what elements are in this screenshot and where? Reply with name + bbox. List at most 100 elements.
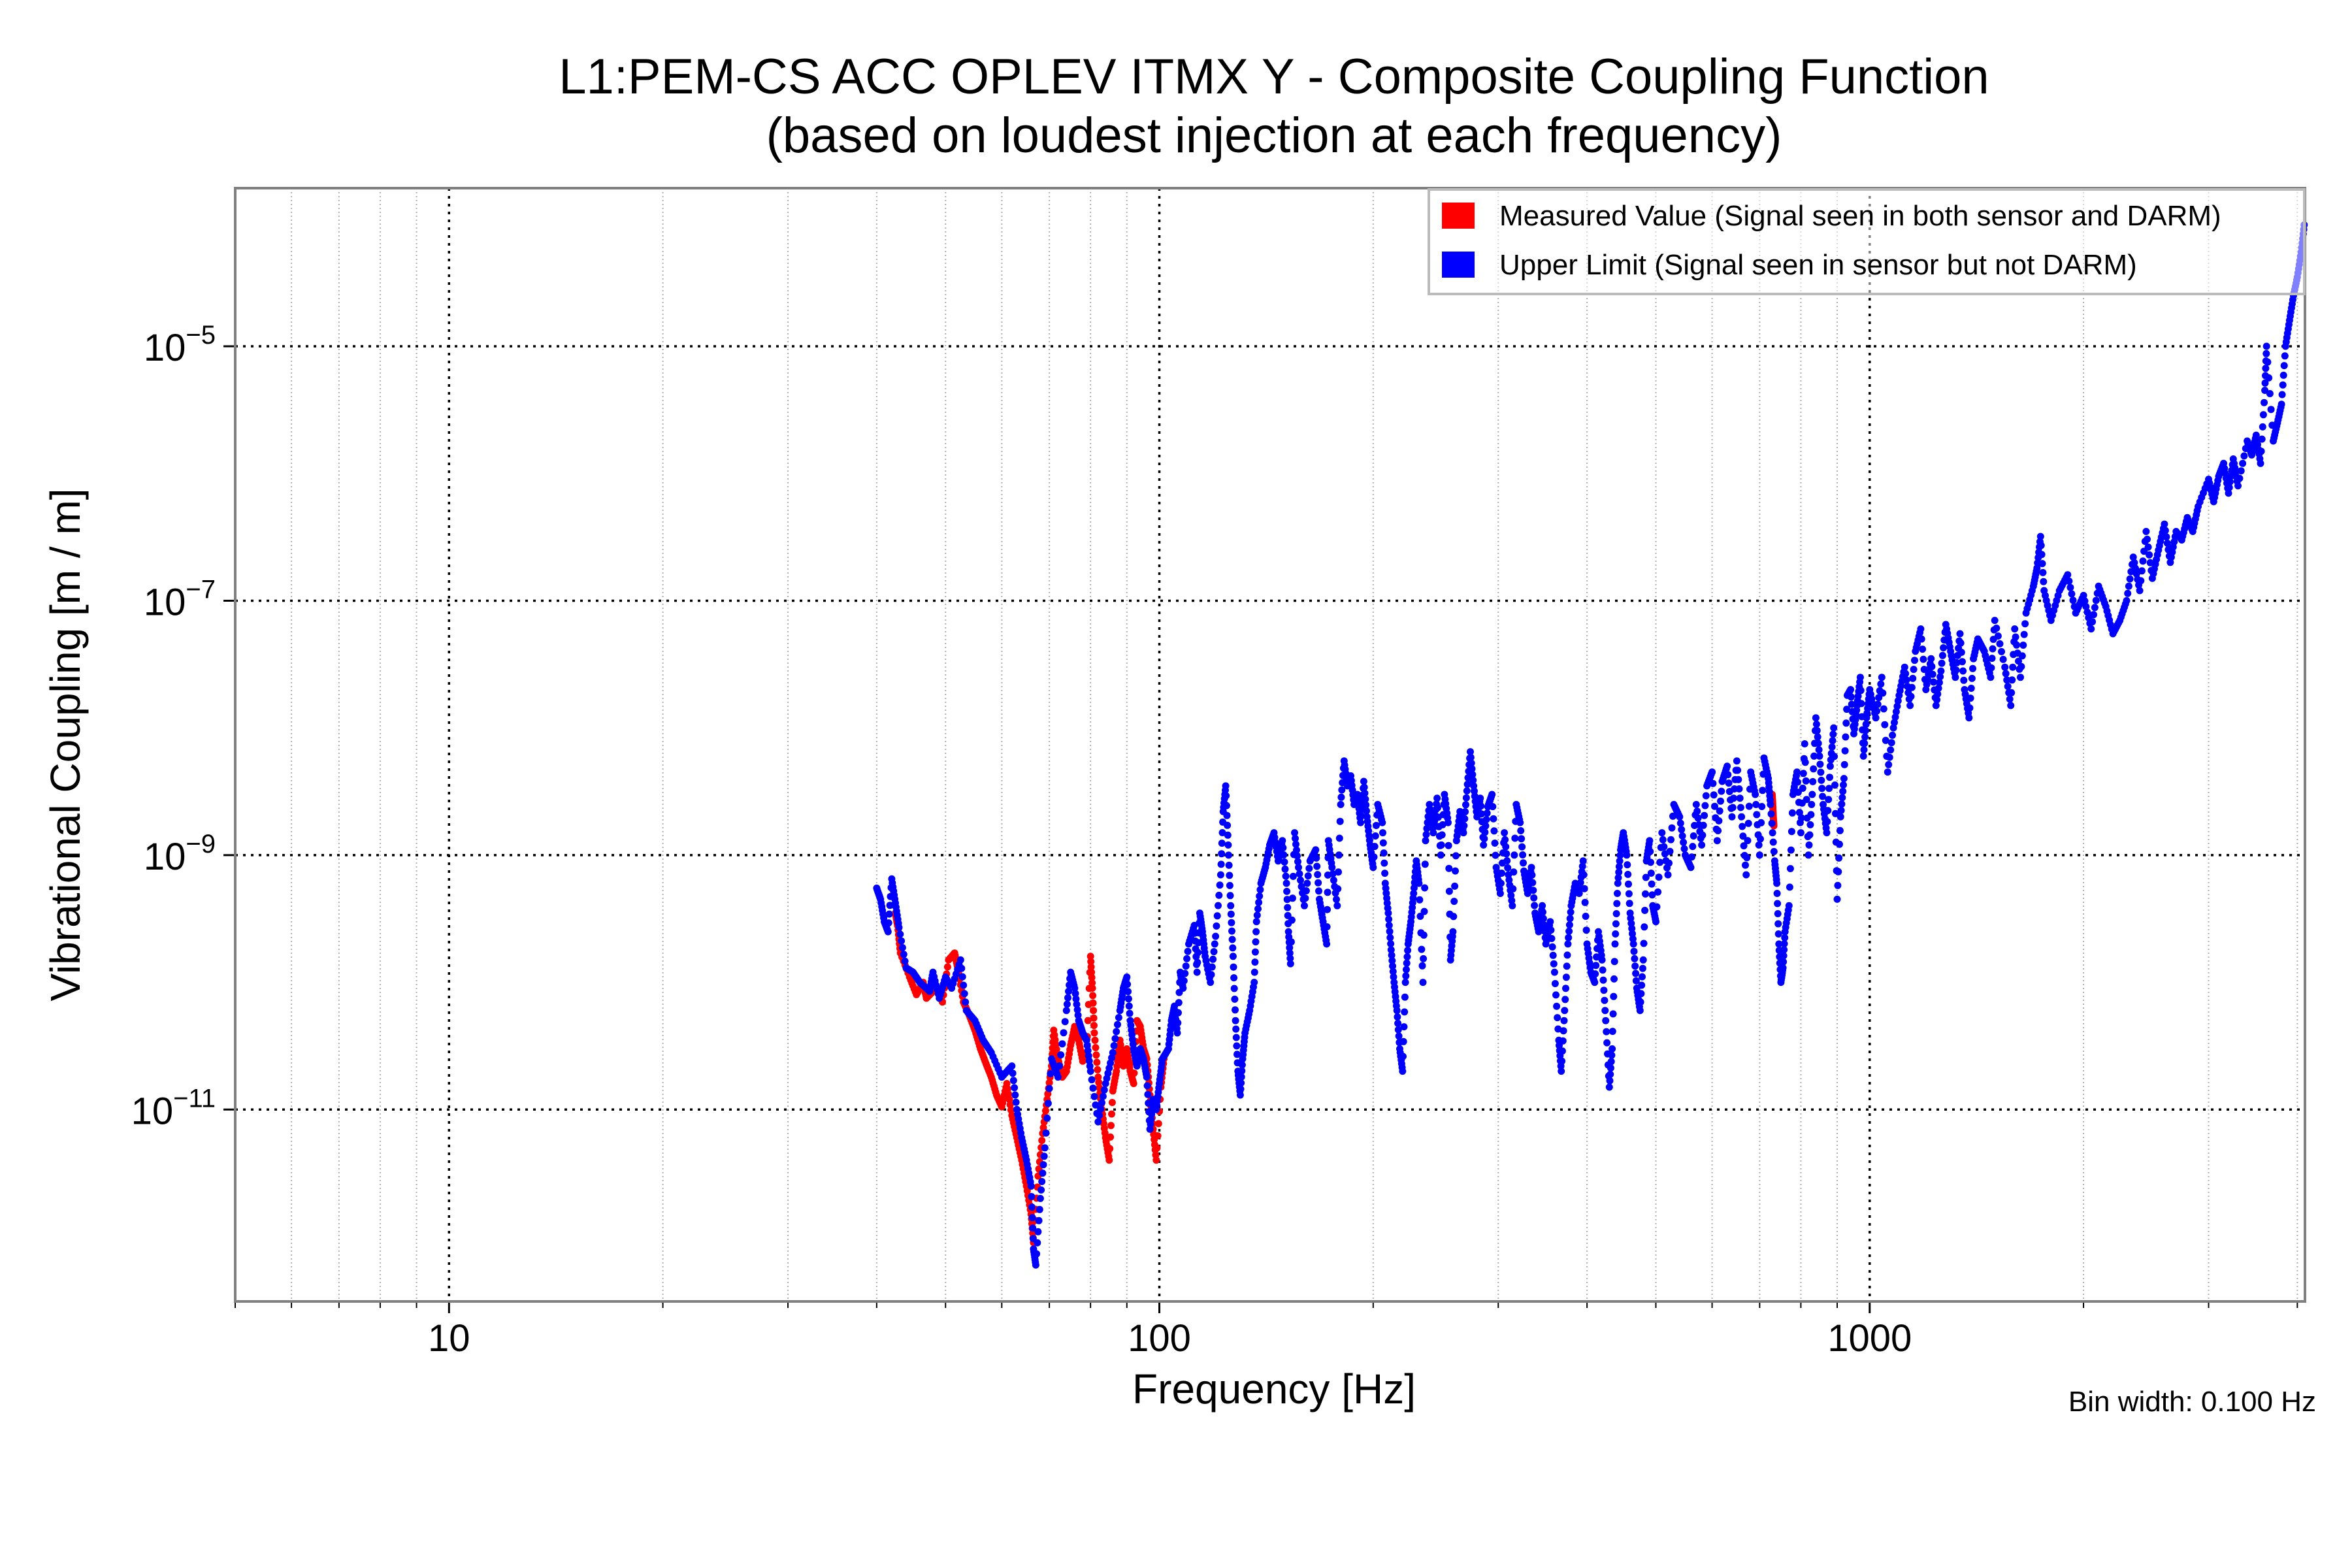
- data-point: [1774, 920, 1782, 928]
- data-point: [1554, 1014, 1561, 1022]
- data-point: [1816, 752, 1823, 760]
- data-point: [1449, 928, 1457, 936]
- data-point: [2131, 559, 2138, 566]
- data-point: [895, 924, 903, 932]
- data-point: [1835, 854, 1843, 862]
- data-point: [1209, 955, 1217, 963]
- data-point: [1599, 966, 1607, 974]
- data-point: [1087, 963, 1095, 971]
- data-point: [1610, 975, 1618, 983]
- data-point: [1282, 879, 1290, 887]
- data-point: [1250, 979, 1258, 987]
- data-point: [1655, 874, 1663, 881]
- data-point: [1462, 801, 1469, 809]
- data-point: [1006, 1101, 1014, 1109]
- data-point: [1330, 876, 1337, 884]
- data-point: [1480, 835, 1488, 843]
- data-point: [1539, 915, 1547, 923]
- data-point: [1254, 905, 1262, 913]
- data-point: [1818, 776, 1825, 784]
- data-point: [1312, 846, 1320, 854]
- data-point: [1889, 731, 1897, 739]
- data-point: [1539, 902, 1546, 909]
- data-point: [1938, 651, 1946, 659]
- data-point: [1987, 674, 1995, 681]
- data-point: [2257, 459, 2264, 467]
- data-point: [1565, 927, 1573, 935]
- data-point: [1736, 794, 1744, 802]
- data-point: [1887, 739, 1895, 747]
- data-point: [1086, 953, 1094, 960]
- data-point: [2261, 387, 2269, 394]
- data-point: [1938, 659, 1946, 667]
- data-point: [898, 944, 906, 951]
- data-point: [1919, 645, 1927, 653]
- data-point: [1840, 775, 1848, 783]
- data-point: [2017, 674, 2024, 681]
- data-point: [1233, 1042, 1241, 1050]
- data-point: [1028, 1203, 1036, 1211]
- data-point: [1558, 1068, 1565, 1075]
- data-point: [1605, 1083, 1613, 1091]
- data-point: [1420, 907, 1428, 915]
- data-point: [1467, 759, 1475, 767]
- data-point: [1063, 1000, 1071, 1008]
- data-point: [1816, 760, 1824, 768]
- data-point: [1315, 887, 1322, 895]
- data-point: [1047, 1070, 1054, 1077]
- data-point: [1227, 902, 1235, 909]
- data-point: [1324, 906, 1331, 913]
- data-point: [1218, 829, 1226, 836]
- data-point: [1817, 768, 1825, 776]
- data-point: [1725, 779, 1733, 787]
- data-point: [1848, 700, 1855, 708]
- data-point: [1818, 785, 1826, 792]
- data-point: [1088, 968, 1096, 976]
- data-point: [1090, 1029, 1098, 1037]
- data-point: [1780, 940, 1788, 947]
- data-point: [2225, 489, 2232, 497]
- data-point: [2267, 406, 2275, 414]
- data-point: [1251, 958, 1259, 966]
- data-point: [1840, 781, 1847, 789]
- data-point: [1099, 1092, 1107, 1100]
- data-point: [1154, 1120, 1162, 1128]
- data-point: [1175, 1009, 1182, 1017]
- data-point: [1563, 962, 1571, 970]
- data-point: [1100, 1086, 1108, 1094]
- data-point: [1628, 924, 1636, 932]
- data-point: [1256, 886, 1264, 894]
- data-point: [1987, 664, 1995, 672]
- data-point: [885, 910, 893, 918]
- x-axis-label: Frequency [Hz]: [1132, 1365, 1416, 1413]
- data-point: [1774, 930, 1782, 938]
- data-point: [1678, 832, 1686, 840]
- data-point: [1387, 940, 1395, 947]
- data-point: [1280, 851, 1288, 858]
- data-point: [1960, 676, 1968, 684]
- data-point: [1540, 921, 1548, 929]
- data-point: [1058, 1040, 1066, 1048]
- data-point: [1647, 858, 1654, 866]
- data-point: [1090, 1092, 1098, 1100]
- data-point: [1281, 865, 1289, 873]
- data-point: [1550, 960, 1558, 968]
- data-point: [1701, 802, 1709, 809]
- data-point: [1279, 837, 1286, 845]
- data-point: [1788, 809, 1796, 817]
- data-point: [1224, 841, 1232, 849]
- data-point: [1184, 947, 1192, 955]
- legend-label-measured: Measured Value (Signal seen in both sens…: [1499, 200, 2221, 232]
- data-point: [1565, 921, 1573, 929]
- data-point: [1384, 909, 1392, 917]
- data-point: [1152, 1156, 1160, 1164]
- data-point: [1488, 791, 1496, 798]
- data-point: [1371, 843, 1379, 851]
- data-point: [1007, 1106, 1015, 1114]
- data-point: [1236, 1091, 1244, 1099]
- data-point: [1410, 890, 1418, 897]
- data-point: [1934, 690, 1942, 698]
- data-point: [1680, 845, 1688, 853]
- data-point: [1379, 839, 1387, 847]
- data-point: [1088, 985, 1096, 992]
